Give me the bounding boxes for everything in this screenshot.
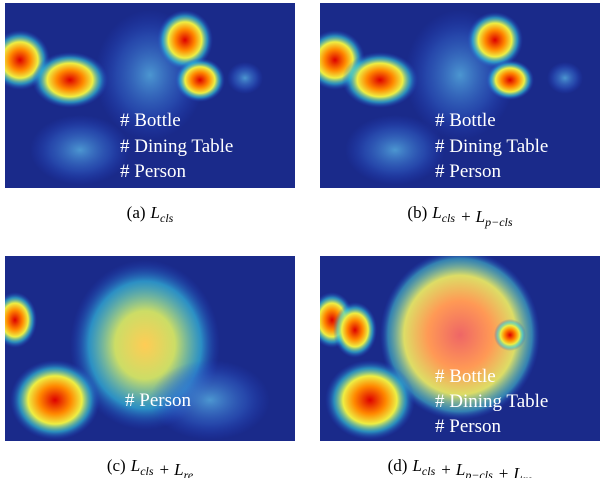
class-label: # Bottle xyxy=(435,110,496,131)
caption-part: L xyxy=(455,460,465,478)
caption-part: (b) xyxy=(407,203,427,222)
caption-part: + xyxy=(441,460,451,478)
caption: (c) Lcls + Lre xyxy=(107,456,194,478)
class-label: # Bottle xyxy=(120,110,181,131)
caption: (a) Lcls xyxy=(127,203,174,225)
caption-part: cls xyxy=(422,464,436,478)
class-label: # Dining Table xyxy=(435,136,548,157)
caption-part: L xyxy=(173,460,183,478)
caption-part: (c) xyxy=(107,456,126,475)
caption-part: L xyxy=(150,203,160,222)
caption-part: re xyxy=(184,468,194,478)
caption-part: cls xyxy=(160,211,174,225)
caption-part: cls xyxy=(442,211,456,225)
caption-part: p−cls xyxy=(484,215,513,229)
caption-part: cls xyxy=(140,464,154,478)
caption-part: L xyxy=(130,456,140,475)
caption-part: + xyxy=(499,464,509,478)
class-label: # Person xyxy=(435,161,501,182)
caption-part: re xyxy=(523,472,533,478)
caption: (b) Lcls + Lp−cls xyxy=(407,203,512,229)
heatmap-c xyxy=(5,256,295,441)
heatmap-a xyxy=(5,3,295,188)
caption-part: + xyxy=(160,460,170,478)
caption-part: L xyxy=(411,456,421,475)
class-label: # Person xyxy=(435,416,501,437)
heatmap-b xyxy=(320,3,600,188)
caption-part: (d) xyxy=(388,456,408,475)
class-label: # Person xyxy=(125,390,191,411)
caption-part: L xyxy=(475,207,485,226)
caption-part: p−cls xyxy=(464,468,493,478)
caption: (d)Lcls+Lp−cls+Lre xyxy=(388,456,533,478)
class-label: # Dining Table xyxy=(435,391,548,412)
class-label: # Dining Table xyxy=(120,136,233,157)
class-label: # Bottle xyxy=(435,366,496,387)
caption-part: + xyxy=(461,207,471,226)
caption-part: L xyxy=(512,464,522,478)
class-label: # Person xyxy=(120,161,186,182)
heatmap-d xyxy=(320,256,600,441)
caption-part: (a) xyxy=(127,203,146,222)
caption-part: L xyxy=(431,203,441,222)
